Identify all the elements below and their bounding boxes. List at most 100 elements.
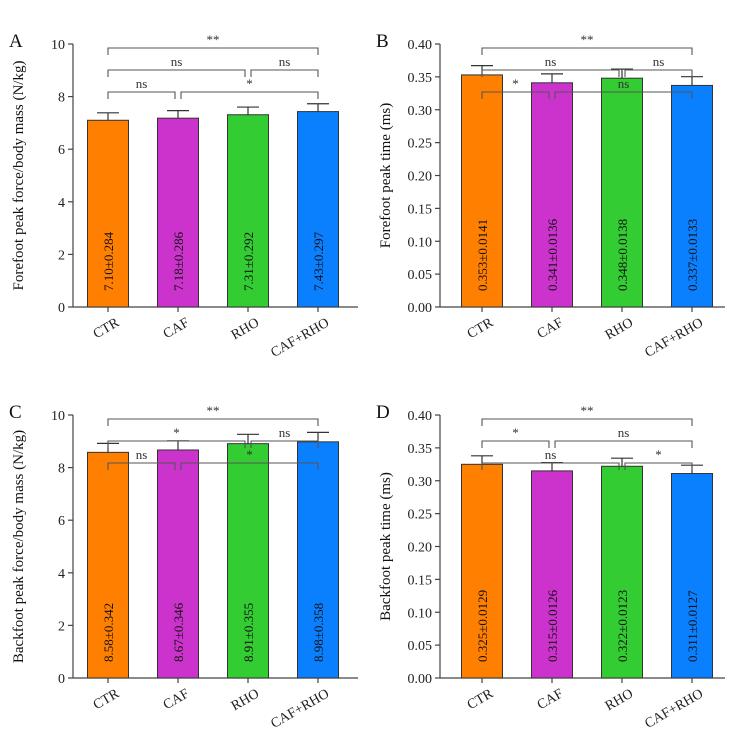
significance-bracket: *	[180, 447, 319, 470]
significance-bracket: *	[107, 425, 246, 448]
significance-label: **	[581, 403, 594, 418]
significance-label: *	[246, 76, 253, 91]
significance-bracket: ns	[250, 425, 319, 448]
value-label: 0.322±0.0123	[615, 590, 630, 662]
y-tick-label: 10	[51, 38, 65, 53]
value-label: 0.315±0.0126	[545, 589, 560, 662]
bracket-line	[624, 69, 693, 77]
x-tick-label: RHO	[229, 686, 262, 714]
bar	[671, 84, 713, 308]
panel-d: D Backfoot peak time (ms) 0.00 0.05 0.10 0.15…	[376, 402, 725, 732]
significance-bracket: ns	[107, 447, 176, 470]
significance-bracket: *	[624, 447, 693, 470]
significance-label: **	[581, 32, 594, 47]
significance-label: ns	[545, 54, 557, 69]
significance-label: **	[207, 32, 220, 47]
significance-label: ns	[279, 425, 291, 440]
bar	[531, 82, 573, 308]
value-label: 7.18±0.286	[171, 231, 186, 291]
significance-bracket: ns	[624, 54, 693, 77]
bracket-line	[107, 47, 319, 55]
bracket-line	[107, 418, 319, 426]
significance-bracket: ns	[554, 76, 693, 99]
bracket-line	[250, 69, 319, 77]
significance-bracket: **	[107, 32, 319, 55]
significance-label: **	[207, 403, 220, 418]
y-tick-label: 0.30	[408, 104, 433, 119]
significance-bracket: ns	[250, 54, 319, 77]
y-axis-label: Backfoot peak force/body mass (N/kg)	[11, 430, 27, 663]
significance-label: ns	[618, 425, 630, 440]
significance-bracket: *	[180, 76, 319, 99]
y-tick-label: 0	[58, 672, 65, 687]
y-tick-label: 0.40	[408, 38, 433, 53]
bar	[87, 119, 129, 308]
x-tick-label: CAF	[161, 686, 192, 713]
significance-bracket: *	[481, 425, 550, 448]
x-tick-label: RHO	[603, 686, 636, 714]
significance-bracket: **	[107, 403, 319, 426]
x-tick-label: RHO	[229, 315, 262, 343]
bracket-line	[107, 69, 246, 77]
y-tick-label: 0.25	[408, 508, 433, 523]
value-label: 0.325±0.0129	[475, 590, 490, 662]
y-tick-label: 0	[58, 301, 65, 316]
y-tick-label: 0.15	[408, 202, 433, 217]
x-tick-label: CTR	[465, 686, 497, 713]
bar	[227, 443, 269, 679]
bar	[87, 451, 129, 679]
value-label: 0.341±0.0136	[545, 218, 560, 291]
significance-label: ns	[279, 54, 291, 69]
bracket-line	[107, 440, 246, 448]
value-label: 8.91±0.355	[241, 603, 256, 662]
value-label: 8.58±0.342	[101, 603, 116, 662]
x-tick-label: RHO	[603, 315, 636, 343]
significance-bracket: ns	[107, 54, 246, 77]
significance-label: ns	[545, 447, 557, 462]
bracket-line	[624, 462, 693, 470]
bracket-line	[481, 440, 550, 448]
significance-label: *	[512, 76, 519, 91]
x-tick-label: CAF+RHO	[642, 315, 706, 360]
value-label: 0.311±0.0127	[685, 590, 700, 662]
x-tick-label: CAF+RHO	[642, 686, 706, 731]
y-tick-label: 0.10	[408, 235, 433, 250]
bracket-line	[481, 91, 550, 99]
y-tick-label: 0.40	[408, 409, 433, 424]
x-tick-label: CTR	[465, 315, 497, 342]
significance-label: *	[173, 425, 180, 440]
bracket-line	[107, 91, 176, 99]
bracket-line	[250, 440, 319, 448]
y-tick-label: 0.05	[408, 268, 433, 283]
y-tick-label: 6	[58, 514, 65, 529]
significance-label: ns	[618, 76, 630, 91]
bar	[461, 463, 503, 679]
bar	[157, 449, 199, 679]
significance-bracket: ns	[481, 54, 620, 77]
y-tick-label: 4	[58, 567, 65, 582]
value-label: 7.43±0.297	[311, 231, 326, 291]
y-axis-label: Backfoot peak time (ms)	[378, 472, 394, 621]
value-label: 8.67±0.346	[171, 602, 186, 662]
significance-label: *	[512, 425, 519, 440]
significance-label: *	[246, 447, 253, 462]
y-tick-label: 0.20	[408, 541, 433, 556]
value-label: 8.98±0.358	[311, 603, 326, 662]
bracket-line	[554, 91, 693, 99]
bar	[297, 111, 339, 308]
bar	[601, 465, 643, 679]
significance-label: ns	[136, 76, 148, 91]
value-label: 0.353±0.0141	[475, 219, 490, 291]
y-tick-label: 0.35	[408, 442, 433, 457]
bar	[531, 470, 573, 679]
bar	[461, 74, 503, 308]
significance-bracket: *	[481, 76, 550, 99]
significance-bracket: ns	[481, 447, 620, 470]
y-tick-label: 0.25	[408, 137, 433, 152]
y-tick-label: 0.20	[408, 170, 433, 185]
y-tick-label: 8	[58, 462, 65, 477]
x-tick-label: CAF+RHO	[268, 686, 332, 731]
significance-label: ns	[171, 54, 183, 69]
bracket-line	[481, 47, 693, 55]
